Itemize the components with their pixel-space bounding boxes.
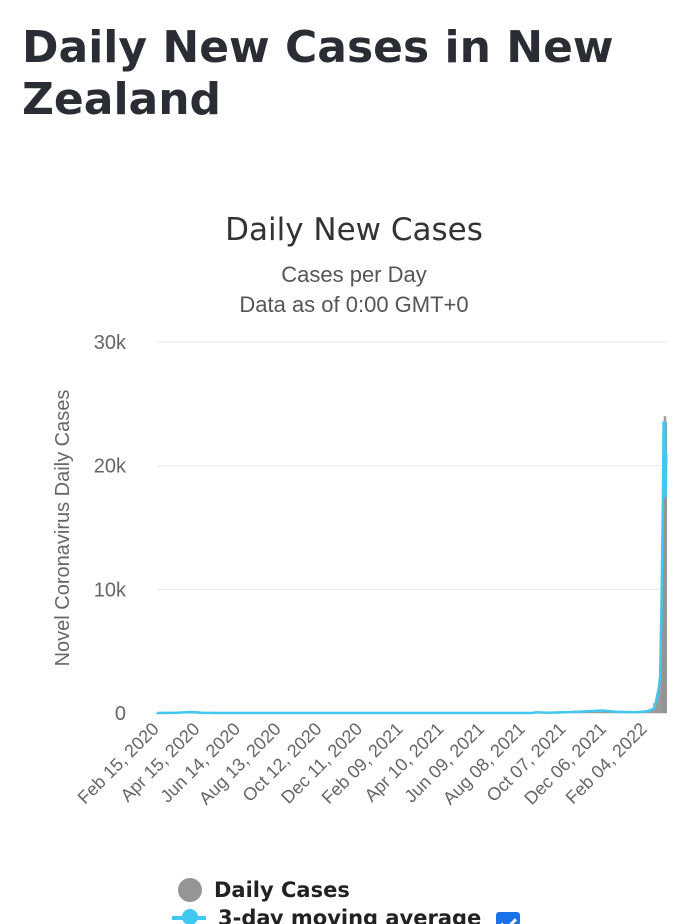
chart-subtitle-line1: Cases per Day bbox=[281, 262, 427, 287]
bar-daily-cases bbox=[656, 694, 659, 713]
bar-daily-cases bbox=[663, 416, 665, 713]
moving-average-line bbox=[156, 421, 668, 715]
y-tick-label: 30k bbox=[94, 332, 127, 354]
legend-label-daily-cases: Daily Cases bbox=[214, 878, 350, 902]
chart-subtitle-line2: Data as of 0:00 GMT+0 bbox=[239, 292, 468, 317]
bar-daily-cases bbox=[665, 416, 667, 713]
y-axis-ticks: 0 10k 20k 30k bbox=[94, 332, 127, 725]
legend-item-daily-cases[interactable]: Daily Cases bbox=[172, 876, 350, 904]
page-title: Daily New Cases in New Zealand bbox=[22, 22, 614, 125]
y-axis-title: Novel Coronavirus Daily Cases bbox=[52, 390, 74, 667]
y-tick-label: 0 bbox=[115, 703, 126, 725]
bar-daily-cases bbox=[662, 539, 664, 713]
bar-daily-cases bbox=[660, 663, 662, 713]
moving-average-series bbox=[156, 421, 668, 715]
bar-daily-cases bbox=[663, 502, 665, 713]
y-tick-label: 10k bbox=[94, 579, 127, 601]
daily-cases-chart: Daily New Cases Cases per Day Data as of… bbox=[52, 212, 668, 809]
moving-average-checkbox[interactable] bbox=[496, 912, 520, 924]
bar-daily-cases bbox=[664, 453, 666, 713]
bar-daily-cases bbox=[658, 682, 661, 713]
gridlines bbox=[157, 341, 667, 714]
legend-item-moving-average[interactable]: 3-day moving average bbox=[172, 904, 481, 924]
chart-legend: Daily Cases 3-day moving average bbox=[172, 872, 572, 924]
chart-title: Daily New Cases bbox=[225, 212, 483, 248]
bar-daily-cases bbox=[661, 601, 663, 713]
legend-label-moving-average: 3-day moving average bbox=[218, 906, 482, 924]
daily-cases-swatch-icon bbox=[178, 878, 202, 902]
bar-daily-cases bbox=[661, 638, 663, 713]
bar-daily-cases bbox=[595, 711, 613, 713]
y-tick-label: 20k bbox=[94, 456, 127, 478]
daily-cases-series bbox=[155, 416, 667, 714]
moving-average-swatch-icon bbox=[172, 909, 206, 924]
bar-daily-cases bbox=[665, 422, 667, 713]
bar-daily-cases bbox=[155, 713, 157, 714]
